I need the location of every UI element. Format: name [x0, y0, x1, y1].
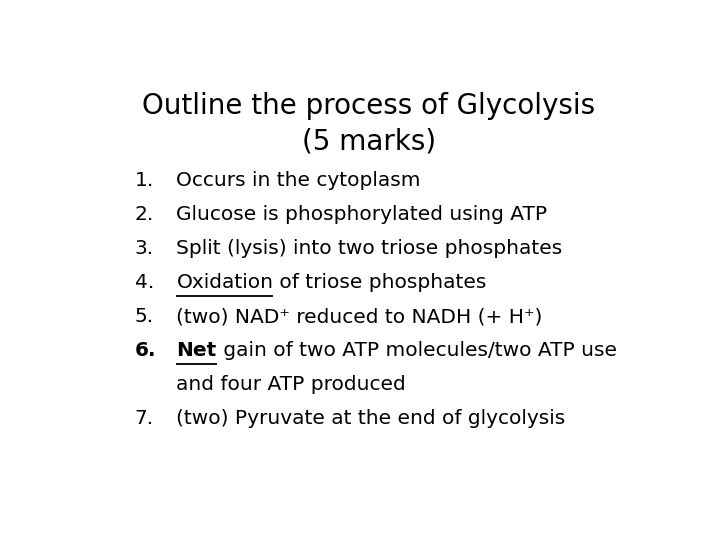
Text: of triose phosphates: of triose phosphates	[274, 273, 487, 292]
Text: (5 marks): (5 marks)	[302, 127, 436, 155]
Text: (two) Pyruvate at the end of glycolysis: (two) Pyruvate at the end of glycolysis	[176, 409, 566, 429]
Text: Net: Net	[176, 341, 217, 360]
Text: gain of two ATP molecules/two ATP use: gain of two ATP molecules/two ATP use	[217, 341, 617, 360]
Text: Split (lysis) into two triose phosphates: Split (lysis) into two triose phosphates	[176, 239, 563, 258]
Text: Glucose is phosphorylated using ATP: Glucose is phosphorylated using ATP	[176, 205, 548, 224]
Text: Outline the process of Glycolysis: Outline the process of Glycolysis	[143, 92, 595, 120]
Text: 4.: 4.	[135, 273, 154, 292]
Text: Oxidation: Oxidation	[176, 273, 274, 292]
Text: 5.: 5.	[135, 307, 154, 326]
Text: 3.: 3.	[135, 239, 154, 258]
Text: 7.: 7.	[135, 409, 154, 429]
Text: and four ATP produced: and four ATP produced	[176, 375, 406, 394]
Text: 1.: 1.	[135, 171, 154, 190]
Text: 6.: 6.	[135, 341, 156, 360]
Text: (two) NAD⁺ reduced to NADH (+ H⁺): (two) NAD⁺ reduced to NADH (+ H⁺)	[176, 307, 543, 326]
Text: Occurs in the cytoplasm: Occurs in the cytoplasm	[176, 171, 421, 190]
Text: 2.: 2.	[135, 205, 154, 224]
